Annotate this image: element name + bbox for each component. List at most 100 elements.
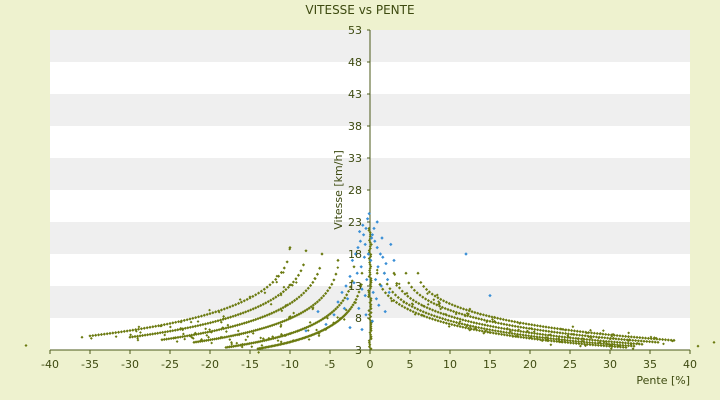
data-point [533,337,537,341]
data-point [229,334,233,338]
data-point [218,318,223,322]
data-point [311,303,315,307]
data-point [499,326,504,330]
data-point [367,293,371,297]
data-point [311,306,315,310]
data-point [278,320,282,325]
y-tick-label: 13 [348,280,362,293]
data-point [94,333,98,337]
data-point [188,325,192,329]
data-point [340,290,344,295]
data-point [369,279,373,283]
data-point [602,344,606,348]
data-point [454,312,458,316]
data-point [626,335,631,339]
data-point [392,298,396,303]
data-point [466,326,471,330]
y-tick-label: 38 [348,120,362,133]
data-point [179,326,183,330]
data-point [282,285,286,289]
data-point [582,342,587,346]
data-point [352,265,356,269]
data-point [564,331,568,336]
y-tick-label: 48 [348,56,362,69]
data-point [406,307,410,311]
data-point [563,338,566,341]
data-point [251,341,256,345]
data-point [368,262,372,266]
data-point [477,317,481,321]
data-point [308,324,312,328]
data-point [322,294,326,298]
data-point [136,338,140,342]
data-point [554,337,558,341]
data-point [284,334,287,337]
data-point [369,254,373,258]
data-point [430,292,434,296]
data-point [360,283,363,287]
data-point [189,320,193,324]
data-point [153,332,157,336]
data-point [524,330,528,334]
data-point [580,333,584,338]
data-point [375,245,379,250]
data-point [255,340,259,344]
data-point [304,289,308,293]
data-point [555,339,559,344]
data-point [593,341,597,345]
x-tick-label: 30 [603,358,617,371]
data-point [262,287,266,291]
data-point [257,351,261,354]
data-point [621,341,625,345]
data-point [146,333,150,337]
data-point [521,330,526,334]
data-point [185,334,189,338]
data-point [221,336,225,340]
data-point [369,297,373,301]
data-point [638,336,642,340]
data-point [432,298,436,302]
data-point [130,335,135,339]
data-point [367,309,371,313]
data-point [588,343,592,347]
data-point [274,309,278,313]
data-point [319,296,324,300]
data-point [292,298,297,303]
data-point [196,332,201,336]
data-point [350,279,354,283]
data-point [307,306,311,310]
data-point [658,337,662,341]
data-point [526,329,529,333]
data-point [480,322,484,327]
data-point [395,281,399,286]
data-point [592,335,596,339]
data-point [575,329,579,333]
data-point [271,297,275,301]
data-point [266,338,270,342]
x-tick-label: 40 [683,358,697,371]
data-point [235,341,239,345]
data-point [245,297,249,302]
data-point [303,309,307,313]
data-point [483,323,487,327]
data-point [439,307,443,311]
data-point [450,303,454,307]
data-point [343,296,347,300]
data-point [114,335,118,339]
data-point [176,328,180,332]
data-point [314,321,318,325]
data-point [567,328,571,332]
data-point [538,332,542,336]
data-point [369,252,373,256]
data-point [341,299,345,303]
data-point [596,338,600,343]
data-point [513,332,517,336]
data-point [191,337,195,340]
data-point [321,328,325,332]
data-point [655,337,659,341]
data-point [312,332,317,336]
data-point [566,332,570,336]
data-point [582,340,586,344]
data-point [288,332,292,335]
data-point [369,258,373,263]
